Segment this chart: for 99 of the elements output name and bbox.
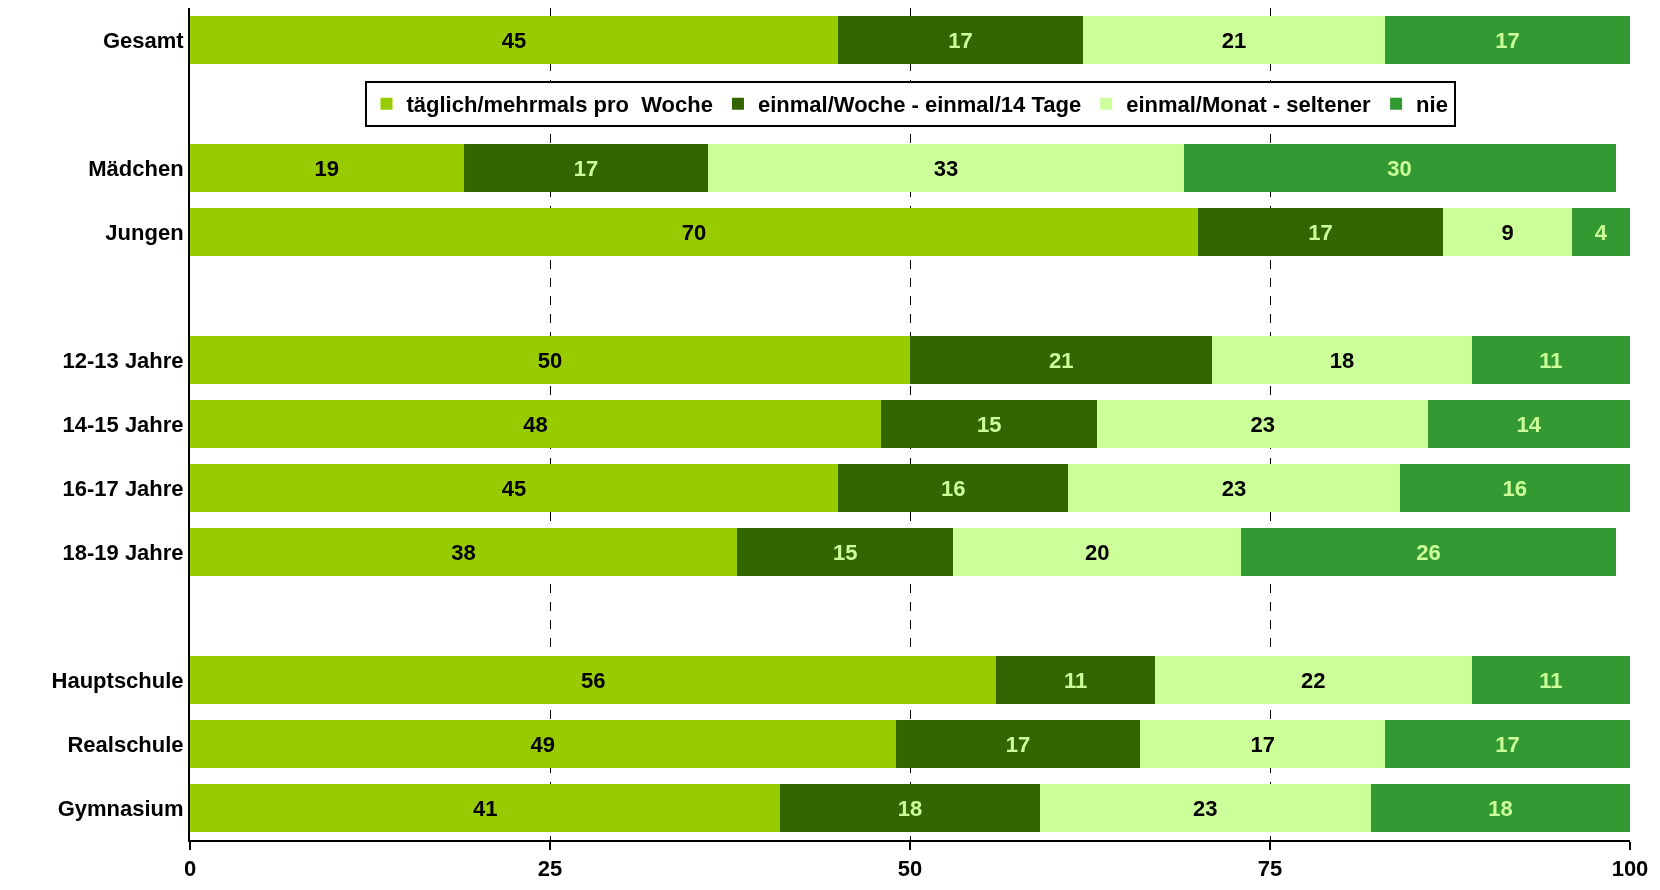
data-label: 18 xyxy=(1488,795,1513,821)
bar xyxy=(190,528,738,576)
bar xyxy=(190,464,838,512)
bar xyxy=(996,656,1155,704)
data-label: 17 xyxy=(1005,731,1031,757)
bar xyxy=(1212,336,1472,384)
bar xyxy=(1471,336,1630,384)
data-label: 18 xyxy=(1329,347,1355,373)
y-tick-label: Hauptschule xyxy=(51,667,184,693)
bar xyxy=(1471,656,1630,704)
data-label: 23 xyxy=(1221,475,1247,501)
bar xyxy=(1140,720,1386,768)
bar xyxy=(190,656,997,704)
bar xyxy=(190,720,896,768)
legend-label: täglich/mehrmals pro Woche xyxy=(406,92,713,118)
y-tick-label: Jungen xyxy=(105,219,184,245)
bar xyxy=(1399,464,1630,512)
data-label: 17 xyxy=(1495,27,1520,53)
data-label: 49 xyxy=(530,731,556,757)
x-tick-label: 75 xyxy=(1257,856,1283,882)
bar xyxy=(838,16,1083,64)
data-label: 17 xyxy=(1495,731,1520,757)
bar xyxy=(895,720,1141,768)
bar xyxy=(1385,720,1630,768)
y-tick-label: 18-19 Jahre xyxy=(62,539,184,565)
x-tick-label: 100 xyxy=(1611,856,1649,882)
data-label: 17 xyxy=(1250,731,1276,757)
data-label: 16 xyxy=(940,475,966,501)
data-label: 21 xyxy=(1221,27,1247,53)
bar xyxy=(190,144,464,192)
y-tick-label: Mädchen xyxy=(88,155,184,181)
data-label: 33 xyxy=(933,155,959,181)
bar xyxy=(910,336,1213,384)
data-label: 11 xyxy=(1063,667,1088,693)
bar xyxy=(1198,208,1443,256)
bar xyxy=(780,784,1040,832)
data-label: 26 xyxy=(1416,539,1441,565)
bar xyxy=(708,144,1184,192)
data-label: 45 xyxy=(501,27,527,53)
bar xyxy=(1154,656,1472,704)
data-label: 16 xyxy=(1502,475,1528,501)
bar xyxy=(1385,16,1630,64)
y-tick-label: 14-15 Jahre xyxy=(62,411,184,437)
y-tick-label: 12-13 Jahre xyxy=(62,347,184,373)
data-label: 18 xyxy=(897,795,923,821)
x-tick-label: 25 xyxy=(537,856,563,882)
bar xyxy=(1572,208,1630,256)
data-label: 17 xyxy=(573,155,599,181)
y-tick-label: Realschule xyxy=(67,731,184,757)
data-label: 19 xyxy=(314,155,340,181)
x-tick-label: 50 xyxy=(897,856,923,882)
data-label: 17 xyxy=(1308,219,1333,245)
data-label: 20 xyxy=(1084,539,1110,565)
bar xyxy=(190,16,838,64)
y-tick-label: 16-17 Jahre xyxy=(62,475,184,501)
data-label: 41 xyxy=(472,795,498,821)
bar xyxy=(953,528,1242,576)
data-label: 30 xyxy=(1387,155,1412,181)
bar xyxy=(190,336,910,384)
data-label: 21 xyxy=(1048,347,1074,373)
bar xyxy=(190,400,882,448)
data-label: 15 xyxy=(976,411,1002,437)
bar xyxy=(1428,400,1630,448)
data-label: 23 xyxy=(1250,411,1276,437)
bar xyxy=(1442,208,1573,256)
data-label: 22 xyxy=(1300,667,1326,693)
bar xyxy=(1068,464,1400,512)
data-label: 11 xyxy=(1539,347,1563,373)
data-label: 56 xyxy=(580,667,606,693)
bar xyxy=(463,144,709,192)
data-label: 4 xyxy=(1594,219,1608,245)
x-tick-label: 0 xyxy=(183,856,197,882)
data-label: 23 xyxy=(1192,795,1218,821)
legend-label: nie xyxy=(1416,92,1448,118)
data-label: 17 xyxy=(948,27,973,53)
y-tick-label: Gymnasium xyxy=(57,795,184,821)
bar xyxy=(881,400,1098,448)
bar xyxy=(1241,528,1616,576)
data-label: 48 xyxy=(523,411,548,437)
bar xyxy=(838,464,1069,512)
bar xyxy=(1082,16,1386,64)
data-label: 50 xyxy=(537,347,563,373)
data-label: 14 xyxy=(1516,411,1542,437)
data-label: 11 xyxy=(1539,667,1563,693)
bar xyxy=(1039,784,1371,832)
data-label: 70 xyxy=(681,219,707,245)
bar xyxy=(1097,400,1429,448)
bar xyxy=(1183,144,1616,192)
data-label: 45 xyxy=(501,475,527,501)
bar xyxy=(1370,784,1630,832)
legend-label: einmal/Woche - einmal/14 Tage xyxy=(757,92,1082,118)
bar xyxy=(190,784,781,832)
legend-label: einmal/Monat - seltener xyxy=(1126,92,1372,118)
data-label: 15 xyxy=(832,539,858,565)
y-tick-label: Gesamt xyxy=(102,27,185,53)
data-label: 9 xyxy=(1501,219,1514,245)
data-label: 38 xyxy=(451,539,476,565)
bar xyxy=(190,208,1198,256)
bar xyxy=(737,528,954,576)
